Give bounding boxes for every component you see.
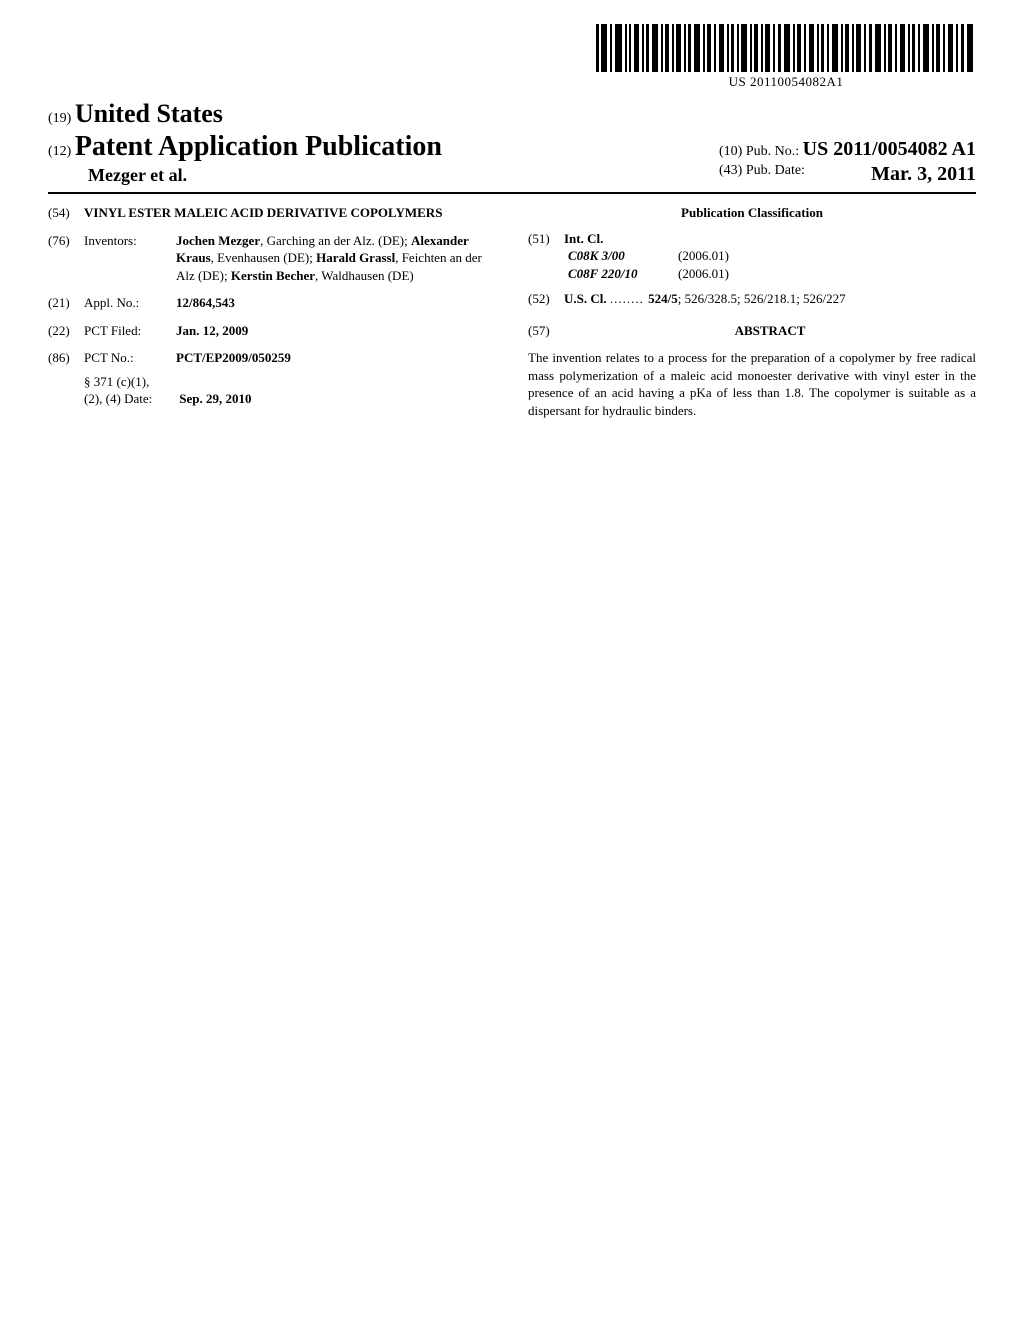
country-line: (19) United States [48,99,442,129]
abstract-text: The invention relates to a process for t… [528,349,976,419]
barcode: US 20110054082A1 [596,24,976,90]
header-right: (10) Pub. No.: US 2011/0054082 A1 (43) P… [719,138,976,186]
abstract-code: (57) [528,322,564,346]
pubdate: Mar. 3, 2011 [871,163,976,186]
inventors-label: Inventors: [84,232,176,250]
uscl-code: (52) [528,290,564,308]
pctfiled-code: (22) [48,322,84,340]
abstract-heading-row: (57) ABSTRACT [528,322,976,346]
pctno-code: (86) [48,349,84,367]
inventors-row: (76) Inventors: Jochen Mezger, Garching … [48,232,496,285]
header-row: (19) United States (12) Patent Applicati… [48,99,976,194]
pubno-line: (10) Pub. No.: US 2011/0054082 A1 [719,138,976,161]
applno-row: (21) Appl. No.: 12/864,543 [48,294,496,312]
intcl-item-code: C08F 220/10 [568,265,678,283]
intcl-item-year: (2006.01) [678,247,729,265]
authors-line: Mezger et al. [88,165,442,186]
left-column: (54) VINYL ESTER MALEIC ACID DERIVATIVE … [48,204,496,419]
abstract-heading: ABSTRACT [564,322,976,340]
intcl-label: Int. Cl. [564,231,603,246]
pub-type-line: (12) Patent Application Publication [48,131,442,163]
uscl-rest: ; 526/328.5; 526/218.1; 526/227 [678,291,846,306]
applno-label: Appl. No.: [84,294,176,312]
header-left: (19) United States (12) Patent Applicati… [48,99,442,186]
applno-value: 12/864,543 [176,295,235,310]
classification-heading: Publication Classification [528,204,976,222]
title-row: (54) VINYL ESTER MALEIC ACID DERIVATIVE … [48,204,496,222]
pctfiled-row: (22) PCT Filed: Jan. 12, 2009 [48,322,496,340]
uscl-dots: ........ [610,291,648,306]
s371-row: § 371 (c)(1), (2), (4) Date: Sep. 29, 20… [84,373,496,408]
intcl-item-year: (2006.01) [678,265,729,283]
uscl-lead: 524/5 [648,291,678,306]
intcl-code: (51) [528,230,564,283]
intcl-line: C08F 220/10 (2006.01) [568,265,729,283]
pub-code: (12) [48,144,71,159]
intcl-row: (51) Int. Cl. C08K 3/00 (2006.01) C08F 2… [528,230,976,283]
pub-type: Patent Application Publication [75,131,442,162]
body-columns: (54) VINYL ESTER MALEIC ACID DERIVATIVE … [48,204,976,419]
barcode-text: US 20110054082A1 [596,74,976,90]
pubdate-label: Pub. Date: [746,163,805,178]
inventors-code: (76) [48,232,84,250]
pctno-label: PCT No.: [84,349,176,367]
pubno: US 2011/0054082 A1 [803,138,976,160]
country: United States [75,99,223,128]
pctno-value: PCT/EP2009/050259 [176,350,291,365]
barcode-block: US 20110054082A1 [48,24,976,91]
barcode-svg [596,24,976,72]
pubdate-code: (43) [719,163,742,178]
country-code: (19) [48,111,71,126]
uscl-label: U.S. Cl. [564,291,607,306]
pctfiled-value: Jan. 12, 2009 [176,323,248,338]
right-column: Publication Classification (51) Int. Cl.… [528,204,976,419]
intcl-codes: C08K 3/00 (2006.01) C08F 220/10 (2006.01… [568,247,729,282]
inventors-value: Jochen Mezger, Garching an der Alz. (DE)… [176,232,496,285]
title-value: VINYL ESTER MALEIC ACID DERIVATIVE COPOL… [84,204,496,222]
s371-label1: § 371 (c)(1), [84,373,496,391]
title-code: (54) [48,204,84,222]
intcl-item-code: C08K 3/00 [568,247,678,265]
uscl-value: U.S. Cl. ........ 524/5; 526/328.5; 526/… [564,290,846,308]
s371-value: Sep. 29, 2010 [179,391,251,406]
applno-code: (21) [48,294,84,312]
pubno-label: Pub. No.: [746,144,799,159]
pubno-code: (10) [719,144,742,159]
pubdate-line: (43) Pub. Date: Mar. 3, 2011 [719,163,976,179]
intcl-line: C08K 3/00 (2006.01) [568,247,729,265]
s371-label2: (2), (4) Date: [84,390,176,408]
uscl-row: (52) U.S. Cl. ........ 524/5; 526/328.5;… [528,290,976,308]
pctfiled-label: PCT Filed: [84,322,176,340]
pctno-row: (86) PCT No.: PCT/EP2009/050259 [48,349,496,367]
